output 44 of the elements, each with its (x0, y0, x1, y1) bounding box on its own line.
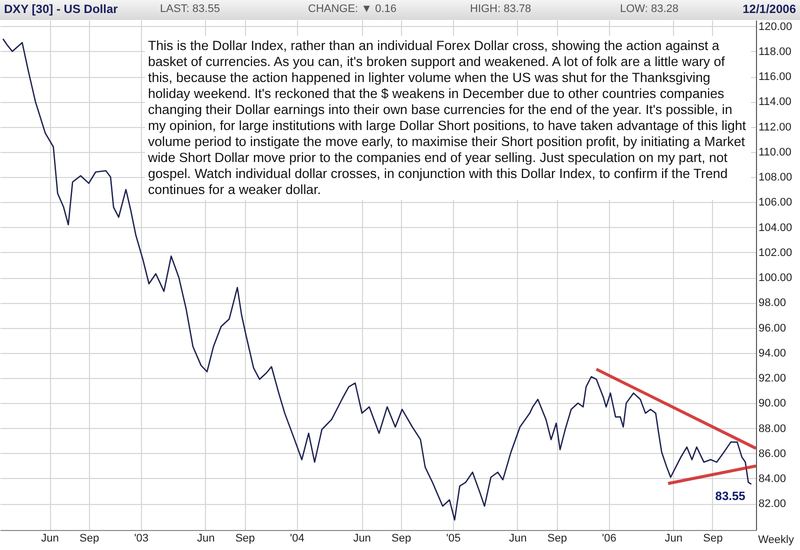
x-tick-label: Jun (196, 532, 215, 544)
y-tick-label: 112.00 (758, 121, 792, 134)
y-tick-label: 96.00 (758, 322, 786, 334)
y-tick-label: 104.00 (758, 222, 792, 234)
x-tick-label: Sep (392, 532, 412, 544)
y-tick-label: 118.00 (758, 46, 792, 58)
y-tick-label: 102.00 (758, 246, 792, 259)
chart-title: DXY [30] - US Dollar (4, 2, 118, 16)
y-tick-label: 106.00 (758, 196, 792, 209)
text: CHANGE: ▼ 0.16 (308, 3, 397, 15)
x-tick-label: Jun (664, 532, 683, 544)
y-tick-label: 98.00 (758, 297, 786, 310)
x-tick-label: '04 (290, 532, 304, 544)
y-tick-label: 116.00 (758, 71, 792, 84)
text: 12/1/2006 (742, 2, 796, 16)
text: Weekly (758, 534, 794, 546)
text: LOW: 83.28 (620, 3, 678, 15)
y-tick-label: 94.00 (758, 347, 786, 360)
text: HIGH: 83.78 (470, 3, 532, 15)
x-tick-label: '06 (602, 532, 616, 544)
x-tick-label: Jun (353, 532, 371, 544)
line-series (2, 38, 752, 521)
x-tick-label: Sep (703, 532, 723, 544)
x-tick-label: Sep (235, 532, 255, 544)
text: LAST: 83.55 (160, 3, 220, 15)
x-tick-label: Jun (509, 532, 527, 544)
y-tick-label: 120.00 (758, 20, 792, 33)
y-tick-label: 82.00 (758, 498, 786, 510)
x-tick-label: Sep (547, 532, 567, 544)
y-tick-label: 84.00 (758, 473, 786, 485)
x-tick-label: Sep (80, 532, 100, 544)
x-tick-label: '05 (446, 532, 461, 544)
y-tick-label: 114.00 (758, 96, 792, 108)
y-tick-label: 90.00 (758, 398, 786, 410)
annotation: 83.55 (715, 489, 746, 504)
y-tick-label: 110.00 (758, 146, 792, 158)
y-tick-label: 100.00 (758, 272, 792, 284)
text: This is the Dollar Index, rather than an individual Forex Dollar cross, showing the action against a basket of currencies. As you can, it's broken support and weakened. A lot of folk are a little wary of this, because the action happened in lighter volume when the US was shut for the Thanksgiving holiday weekend. It's reckoned that the $ weakens in December due to other countries companies changing their Dollar earnings into their own base currencies for the end of the year. It's possible, in my opinion, for large institutions with large Dollar Short positions, to have taken advantage of this light volume period to instigate the move early, to maximise their Short position profit, by initiating a Market wide Short Dollar move prior to the companies end of year selling. Just speculation on my part, not gospel. Watch individual dollar crosses, in conjunction with this Dollar Index, to confirm if the Trend continues for a weaker dollar. (148, 38, 746, 197)
y-tick-label: 86.00 (758, 448, 786, 460)
y-tick-label: 92.00 (758, 372, 786, 385)
y-tick-label: 88.00 (758, 422, 786, 435)
x-tick-label: Jun (41, 532, 59, 544)
x-tick-label: '03 (134, 532, 149, 544)
y-tick-label: 108.00 (758, 172, 792, 184)
